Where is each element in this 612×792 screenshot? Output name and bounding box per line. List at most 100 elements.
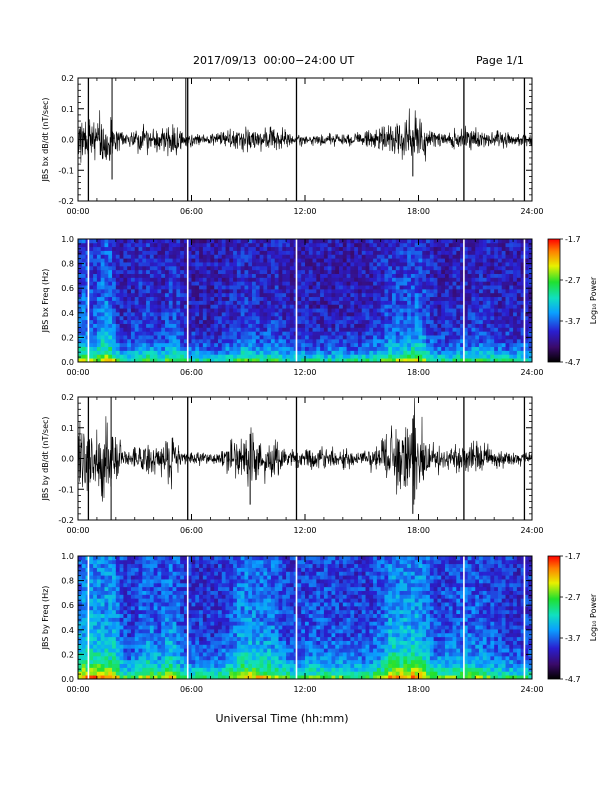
spectrogram-cell <box>78 663 83 668</box>
spectrogram-cell <box>418 354 423 359</box>
spectrogram-cell <box>138 559 143 565</box>
spectrogram-cell <box>134 644 139 649</box>
spectrogram-cell <box>221 327 226 332</box>
spectrogram-cell <box>308 296 313 301</box>
spectrogram-cell <box>494 300 499 305</box>
spectrogram-cell <box>96 327 102 332</box>
spectrogram-cell <box>202 269 208 274</box>
spectrogram-cell <box>441 288 446 294</box>
spectrogram-cell <box>422 323 427 328</box>
spectrogram-cell <box>233 250 238 255</box>
spectrogram-cell <box>157 335 162 340</box>
spectrogram-cell <box>460 308 465 313</box>
spectrogram-cell <box>165 617 170 622</box>
spectrogram-cell <box>414 296 419 301</box>
spectrogram-cell <box>119 648 124 653</box>
spectrogram-cell <box>513 319 518 324</box>
spectrogram-cell <box>115 331 121 336</box>
spectrogram-cell <box>168 285 173 290</box>
spectrogram-cell <box>448 277 453 282</box>
spectrogram-cell <box>81 667 86 672</box>
spectrogram-cell <box>214 323 219 328</box>
spectrogram-cell <box>342 285 348 290</box>
spectrogram-cell <box>78 636 83 641</box>
spectrogram-cell <box>81 644 86 649</box>
spectrogram-cell <box>270 323 276 328</box>
spectrogram-cell <box>248 292 253 298</box>
spectrogram-cell <box>93 621 98 626</box>
spectrogram-cell <box>229 269 234 274</box>
spectrogram-cell <box>104 312 109 317</box>
spectrogram-cell <box>475 342 480 348</box>
spectrogram-cell <box>516 296 522 301</box>
spectrogram-cell <box>475 338 480 344</box>
spectrogram-cell <box>78 582 83 588</box>
spectrogram-cell <box>392 323 397 328</box>
spectrogram-cell <box>123 671 128 676</box>
spectrogram-cell <box>112 625 117 630</box>
spectrogram-cell <box>323 308 329 313</box>
spectrogram-cell <box>149 605 155 611</box>
spectrogram-cell <box>236 323 242 328</box>
spectrogram-cell <box>130 292 136 298</box>
spectrogram-cell <box>202 292 208 298</box>
spectrogram-cell <box>494 250 499 255</box>
spectrogram-cell <box>361 281 366 286</box>
spectrogram-cell <box>403 258 408 263</box>
spectrogram-cell <box>365 273 370 278</box>
spectrogram-cell <box>388 346 393 351</box>
spectrogram-cell <box>225 304 230 309</box>
spectrogram-cell <box>217 327 223 332</box>
spectrogram-cell <box>433 331 438 336</box>
spectrogram-cell <box>93 590 98 595</box>
spectrogram-cell <box>437 308 442 313</box>
spectrogram-cell <box>327 239 332 244</box>
spectrogram-cell <box>210 265 215 271</box>
spectrogram-cell <box>316 254 321 259</box>
spectrogram-cell <box>286 346 291 351</box>
spectrogram-cell <box>81 617 86 622</box>
spectrogram-cell <box>161 354 166 359</box>
y-axis-label: JBS by dB/dt (nT/sec) <box>41 416 50 501</box>
spectrogram-cell <box>482 308 487 313</box>
spectrogram-cell <box>354 350 359 355</box>
spectrogram-cell <box>165 350 170 355</box>
spectrogram-cell <box>229 350 234 355</box>
spectrogram-cell <box>115 590 121 595</box>
spectrogram-cell <box>229 327 234 332</box>
spectrogram-cell <box>104 602 109 607</box>
spectrogram-cell <box>108 273 113 278</box>
spectrogram-cell <box>486 315 491 321</box>
spectrogram-cell <box>119 652 124 657</box>
spectrogram-cell <box>100 609 105 615</box>
spectrogram-cell <box>320 254 325 259</box>
spectrogram-cell <box>199 358 204 363</box>
spectrogram-cell <box>96 598 102 603</box>
spectrogram-cell <box>297 346 302 351</box>
spectrogram-cell <box>331 239 336 244</box>
spectrogram-cell <box>168 617 173 622</box>
spectrogram-cell <box>274 265 279 271</box>
spectrogram-cell <box>305 277 310 282</box>
spectrogram-cell <box>528 327 533 332</box>
spectrogram-cell <box>267 258 272 263</box>
spectrogram-cell <box>206 258 211 263</box>
spectrogram-cell <box>331 335 336 340</box>
spectrogram-cell <box>524 254 529 259</box>
spectrogram-cell <box>210 242 215 248</box>
spectrogram-cell <box>130 644 136 649</box>
spectrogram-cell <box>104 659 109 665</box>
spectrogram-cell <box>392 273 397 278</box>
spectrogram-cell <box>130 250 136 255</box>
spectrogram-cell <box>513 304 518 309</box>
spectrogram-cell <box>146 304 151 309</box>
spectrogram-cell <box>146 358 151 363</box>
spectrogram-cell <box>513 254 518 259</box>
spectrogram-cell <box>108 335 113 340</box>
spectrogram-cell <box>100 594 105 599</box>
spectrogram-cell <box>422 304 427 309</box>
spectrogram-cell <box>89 652 94 657</box>
spectrogram-cell <box>138 308 143 313</box>
spectrogram-cell <box>210 246 215 251</box>
spectrogram-cell <box>115 629 121 634</box>
